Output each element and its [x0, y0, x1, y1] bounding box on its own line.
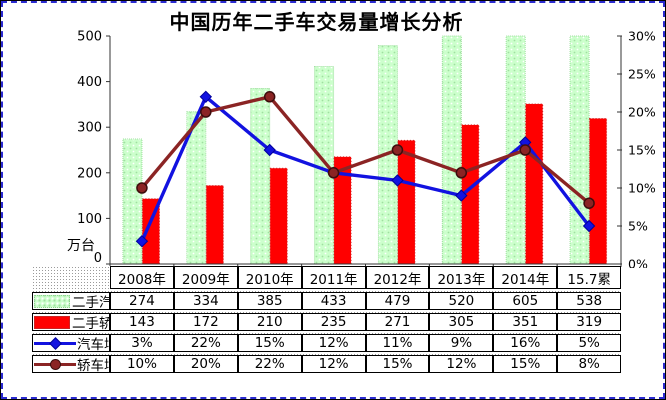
- circle-marker[interactable]: [263, 91, 276, 103]
- legend-series-label: 二手轿车: [72, 316, 109, 331]
- table-value-cell: 15%: [237, 334, 302, 352]
- table-value-cell: 11%: [365, 334, 430, 352]
- right-axis-label: 5%: [628, 219, 648, 234]
- circle-marker[interactable]: [519, 144, 531, 156]
- right-axis-label: 15%: [628, 143, 656, 158]
- circle-line-swatch-icon: [34, 358, 76, 370]
- left-axis-label: 100: [77, 212, 102, 227]
- table-value-cell: 16%: [493, 334, 558, 352]
- legend-series-label: 二手汽车: [72, 295, 109, 310]
- red-bar[interactable]: [205, 185, 224, 265]
- table-value-cell: 15%: [365, 355, 430, 373]
- table-value-cell: 10%: [110, 355, 174, 373]
- table-header-cell: 2012年: [365, 266, 430, 289]
- green-bar[interactable]: [569, 35, 590, 265]
- red-bar[interactable]: [525, 103, 544, 265]
- table-value-cell: 274: [110, 292, 174, 310]
- table-value-cell: 20%: [173, 355, 238, 373]
- right-axis-label: 25%: [628, 67, 656, 82]
- circle-marker[interactable]: [583, 197, 595, 209]
- right-axis-label: 20%: [628, 105, 656, 120]
- table-value-cell: 319: [557, 313, 622, 331]
- diamond-marker[interactable]: [582, 219, 596, 233]
- table-value-cell: 385: [237, 292, 302, 310]
- diamond-marker[interactable]: [391, 174, 404, 187]
- diamond-marker[interactable]: [455, 189, 468, 202]
- left-axis-label: 500: [77, 30, 102, 45]
- legend-series-label: 轿车增速: [77, 358, 109, 373]
- diamond-marker[interactable]: [199, 90, 213, 104]
- table-header-cell: 2010年: [237, 266, 302, 289]
- table-value-cell: 538: [557, 292, 622, 310]
- green-bar-swatch-icon: [34, 294, 70, 308]
- diamond-marker[interactable]: [135, 234, 149, 248]
- left-axis-unit-label: 万台: [67, 238, 95, 254]
- table-value-cell: 12%: [301, 355, 366, 373]
- legend-series-label: 汽车增速: [77, 337, 109, 352]
- right-axis-label: 0%: [628, 257, 648, 269]
- table-value-cell: 22%: [237, 355, 302, 373]
- red-bar[interactable]: [397, 139, 416, 265]
- table-value-cell: 305: [429, 313, 494, 331]
- table-value-cell: 351: [493, 313, 558, 331]
- red-bar[interactable]: [589, 118, 608, 265]
- circle-marker[interactable]: [327, 167, 340, 179]
- green-bar[interactable]: [441, 35, 462, 265]
- circle-marker-icon: [49, 358, 61, 370]
- right-axis-label: 10%: [628, 181, 656, 196]
- table-value-cell: 143: [110, 313, 174, 331]
- left-axis-label: 0: [94, 251, 102, 266]
- table-header-cell: 15.7累: [557, 266, 622, 289]
- table-value-cell: 605: [493, 292, 558, 310]
- plot-area[interactable]: 0 100 200 300 400 500 万台 0% 5% 10% 15% 20% 25% 30%: [0, 0, 666, 269]
- table-header-cell: 2008年: [110, 266, 174, 289]
- diamond-growth-line[interactable]: [140, 95, 591, 242]
- red-bar-swatch-icon: [34, 315, 70, 329]
- diamond-marker[interactable]: [263, 143, 276, 157]
- green-bar[interactable]: [122, 138, 143, 265]
- table-value-cell: 172: [173, 313, 238, 331]
- diamond-marker-icon: [48, 336, 62, 350]
- table-value-cell: 15%: [493, 355, 558, 373]
- table-header-cell: 2013年: [429, 266, 494, 289]
- table-value-cell: 5%: [557, 334, 622, 352]
- circle-growth-line[interactable]: [140, 95, 591, 205]
- left-axis-label: 200: [77, 166, 102, 181]
- table-value-cell: 22%: [173, 334, 238, 352]
- circle-marker[interactable]: [455, 167, 468, 179]
- red-bar[interactable]: [269, 167, 288, 265]
- red-bar[interactable]: [461, 124, 480, 265]
- legend-cell[interactable]: 二手汽车: [32, 292, 110, 310]
- circle-marker[interactable]: [200, 106, 212, 118]
- circle-marker[interactable]: [136, 182, 148, 194]
- left-axis-label: 300: [77, 121, 102, 136]
- table-value-cell: 520: [429, 292, 494, 310]
- table-value-cell: 12%: [301, 334, 366, 352]
- right-axis-label: 30%: [628, 29, 656, 44]
- diamond-line-swatch-icon: [34, 336, 76, 350]
- table-value-cell: 235: [301, 313, 366, 331]
- circle-marker[interactable]: [391, 144, 404, 156]
- legend-cell[interactable]: 汽车增速: [32, 334, 110, 352]
- legend-cell[interactable]: 二手轿车: [32, 313, 110, 331]
- table-value-cell: 433: [301, 292, 366, 310]
- legend-cell[interactable]: 轿车增速: [32, 355, 110, 373]
- chart-title: 中国历年二手车交易量增长分析: [169, 10, 464, 34]
- table-corner-spacer: [32, 266, 110, 289]
- table-value-cell: 8%: [557, 355, 622, 373]
- table-value-cell: 334: [173, 292, 238, 310]
- table-value-cell: 210: [237, 313, 302, 331]
- left-axis-label: 400: [77, 75, 102, 90]
- table-value-cell: 271: [365, 313, 430, 331]
- table-value-cell: 479: [365, 292, 430, 310]
- table-header-cell: 2009年: [173, 266, 238, 289]
- table-value-cell: 3%: [110, 334, 174, 352]
- table-value-cell: 12%: [429, 355, 494, 373]
- chart-data-table[interactable]: 2008年 2009年 2010年 2011年 2012年 2013年 2014年 15.7累…: [32, 266, 622, 373]
- table-header-cell: 2011年: [301, 266, 366, 289]
- green-bar[interactable]: [250, 87, 271, 265]
- table-header-cell: 2014年: [493, 266, 558, 289]
- table-value-cell: 9%: [429, 334, 494, 352]
